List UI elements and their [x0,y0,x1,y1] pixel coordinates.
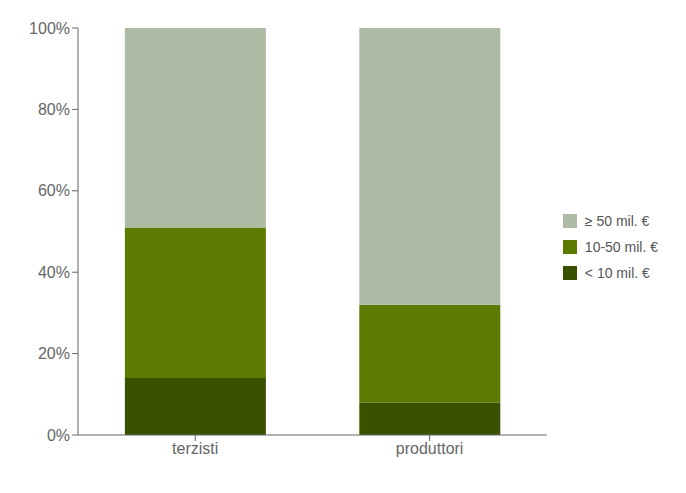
html-text:≥ 50 mil. €: ≥ 50 mil. € [584,212,650,229]
svg-text:100%: 100% [29,20,70,37]
svg-text:60%: 60% [38,182,70,199]
html-text:10-50 mil. €: 10-50 mil. € [584,238,658,255]
svg-text:80%: 80% [38,101,70,118]
svg-text:40%: 40% [38,264,70,281]
svg-text:20%: 20% [38,345,70,362]
svg-text:terzisti: terzisti [172,440,218,457]
svg-text:produttori: produttori [396,440,464,457]
html-text:< 10 mil. €: < 10 mil. € [584,264,650,281]
svg-text:0%: 0% [47,427,70,444]
